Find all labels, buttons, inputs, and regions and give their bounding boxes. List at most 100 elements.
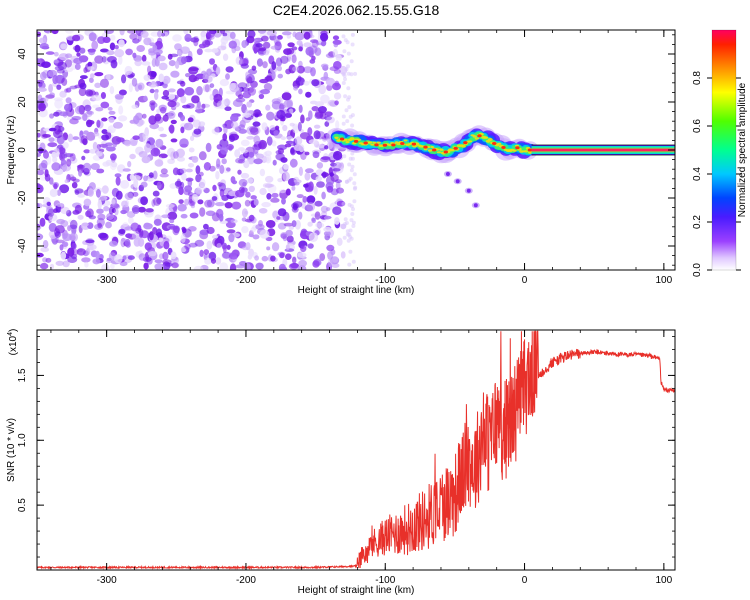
noise-speckle (58, 146, 66, 155)
noise-speckle (327, 251, 334, 260)
noise-speckle (294, 181, 300, 186)
noise-speckle (193, 38, 199, 47)
noise-speckle (241, 226, 249, 234)
noise-speckle (87, 110, 95, 116)
noise-speckle (178, 199, 184, 205)
noise-speckle (292, 125, 300, 134)
noise-speckle (117, 164, 126, 173)
noise-speckle (230, 114, 239, 122)
noise-speckle (257, 30, 267, 34)
noise-speckle (316, 162, 324, 169)
signal-peak (492, 142, 497, 145)
noise-speckle (311, 217, 316, 222)
noise-speckle (214, 126, 223, 133)
noise-speckle (100, 92, 106, 99)
noise-speckle (263, 151, 268, 157)
noise-speckle (285, 253, 292, 260)
noise-speckle (37, 252, 44, 258)
noise-speckle (297, 252, 307, 258)
noise-speckle (329, 172, 334, 177)
noise-speckle (194, 239, 205, 247)
noise-speckle (277, 208, 287, 217)
noise-speckle (226, 144, 234, 151)
noise-speckle (92, 141, 98, 151)
noise-speckle (262, 41, 271, 49)
noise-speckle (122, 255, 127, 260)
noise-speckle (127, 216, 134, 224)
noise-speckle (270, 45, 280, 50)
noise-speckle (158, 237, 164, 242)
noise-speckle (292, 201, 303, 208)
colorbar: 0.0 0.2 0.4 0.6 0.8 Normalized spectral ampl… (692, 29, 748, 277)
y-tick-label: 0.5 (17, 498, 28, 512)
noise-speckle (132, 38, 140, 44)
noise-speckle (97, 213, 106, 221)
noise-speckle (131, 205, 140, 214)
noise-speckle (169, 218, 175, 224)
noise-speckle (269, 125, 276, 131)
noise-speckle (314, 124, 321, 129)
noise-speckle (97, 222, 102, 229)
noise-speckle (277, 35, 283, 40)
signal-blob (334, 136, 339, 139)
noise-speckle (86, 244, 97, 251)
signal-blob (403, 139, 408, 142)
noise-speckle (221, 158, 227, 165)
noise-speckle (187, 163, 195, 168)
noise-speckle (159, 173, 169, 178)
noise-speckle (65, 97, 72, 104)
noise-speckle (221, 35, 230, 41)
noise-speckle (206, 240, 213, 250)
noise-speckle (329, 66, 339, 72)
signal-blob (461, 144, 466, 148)
x-tick-label: -200 (236, 575, 256, 586)
noise-speckle (168, 60, 176, 67)
noise-speckle (211, 196, 218, 201)
noise-speckle (300, 245, 307, 253)
noise-speckle (170, 70, 180, 78)
noise-speckle (206, 68, 213, 77)
noise-speckle (280, 55, 289, 64)
y-tick-label: -40 (17, 238, 28, 253)
noise-speckle (145, 208, 154, 213)
noise-speckle (72, 34, 81, 42)
noise-speckle (246, 101, 253, 108)
noise-speckle (147, 251, 157, 257)
noise-speckle (63, 103, 72, 112)
noise-speckle (304, 172, 311, 181)
signal-blob (430, 146, 435, 148)
noise-speckle (49, 188, 58, 198)
noise-speckle (188, 242, 198, 248)
noise-speckle (215, 257, 222, 265)
noise-speckle (322, 171, 327, 179)
noise-speckle (108, 206, 114, 215)
noise-speckle (320, 94, 330, 104)
noise-speckle (209, 83, 215, 88)
noise-speckle (287, 42, 295, 48)
noise-speckle (86, 131, 96, 141)
noise-speckle (118, 115, 128, 122)
noise-speckle (293, 144, 302, 152)
colorbar-tick-label: 0.0 (692, 263, 703, 277)
noise-speckle (342, 235, 347, 240)
noise-speckle (351, 220, 356, 225)
noise-speckle (53, 97, 63, 102)
noise-speckle (276, 109, 286, 120)
noise-speckle (109, 240, 118, 247)
noise-speckle (79, 47, 86, 54)
snr-series-line (37, 330, 675, 570)
noise-speckle (193, 128, 202, 135)
signal-peak (400, 142, 405, 145)
noise-speckle (336, 187, 344, 194)
noise-speckle (69, 85, 78, 90)
noise-speckle (108, 117, 115, 123)
noise-speckle (45, 257, 52, 263)
noise-speckle (296, 65, 305, 74)
noise-speckle (231, 180, 238, 185)
noise-speckle (265, 175, 274, 183)
noise-speckle (286, 99, 294, 109)
noise-speckle (226, 244, 231, 250)
noise-speckle (201, 78, 209, 83)
noise-speckle (296, 40, 303, 46)
noise-speckle (185, 168, 193, 173)
